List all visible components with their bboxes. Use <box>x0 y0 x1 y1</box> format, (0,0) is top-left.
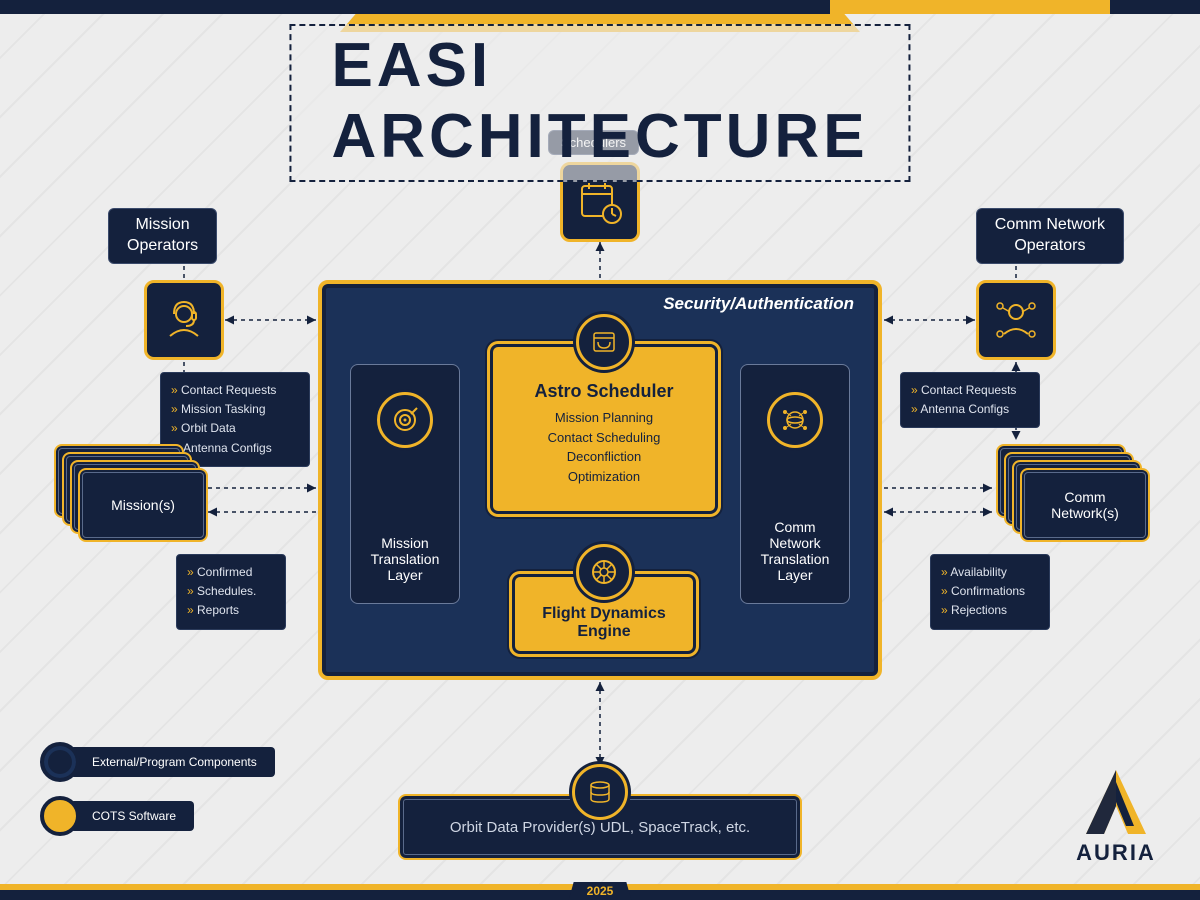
comm-operators-label: Comm Network Operators <box>976 208 1124 264</box>
missions-stack: Mission(s) <box>54 444 204 544</box>
operator-headset-icon <box>160 296 208 344</box>
network-operator-icon <box>992 296 1040 344</box>
mission-operators-icon-box <box>144 280 224 360</box>
astro-title: Astro Scheduler <box>493 381 715 402</box>
fde-title: Flight Dynamics Engine <box>542 605 666 641</box>
legend-label-cots: COTS Software <box>70 801 194 831</box>
right-annot-top: Contact Requests Antenna Configs <box>900 372 1040 428</box>
comm-tl-badge <box>767 392 823 448</box>
legend-row-external: External/Program Components <box>40 742 275 782</box>
annot-line: Contact Requests <box>911 381 1029 400</box>
right-annot-bottom: Availability Confirmations Rejections <box>930 554 1050 630</box>
target-icon <box>391 406 419 434</box>
stack-card-front: Mission(s) <box>78 468 208 542</box>
title-container: EASI ARCHITECTURE <box>289 24 910 182</box>
orbit-label: Orbit Data Provider(s) UDL, SpaceTrack, … <box>450 819 750 836</box>
annot-line: Availability <box>941 563 1039 582</box>
auria-logo-icon <box>1076 768 1156 838</box>
comm-networks-stack: Comm Network(s) <box>996 444 1146 544</box>
top-bar <box>0 0 1200 14</box>
annot-line: Rejections <box>941 601 1039 620</box>
mission-tl-label: Mission Translation Layer <box>371 535 440 583</box>
annot-line: Confirmed <box>187 563 275 582</box>
legend-row-cots: COTS Software <box>40 796 275 836</box>
network-globe-icon <box>781 406 809 434</box>
year-tag: 2025 <box>569 882 632 900</box>
legend: External/Program Components COTS Softwar… <box>40 742 275 850</box>
comm-tl-label: Comm Network Translation Layer <box>761 519 830 583</box>
fde-badge <box>576 544 632 600</box>
page-title: EASI ARCHITECTURE <box>331 30 868 172</box>
left-annot-bottom: Confirmed Schedules. Reports <box>176 554 286 630</box>
astro-badge <box>576 314 632 370</box>
annot-line: Reports <box>187 601 275 620</box>
security-title: Security/Authentication <box>663 294 854 314</box>
annot-line: Contact Requests <box>171 381 299 400</box>
annot-line: Orbit Data <box>171 419 299 438</box>
auria-brand-text: AURIA <box>1076 840 1156 866</box>
legend-label-external: External/Program Components <box>70 747 275 777</box>
annot-line: Schedules. <box>187 582 275 601</box>
calendar-phone-icon <box>590 328 618 356</box>
legend-swatch-navy <box>40 742 80 782</box>
mission-tl-badge <box>377 392 433 448</box>
top-bar-gold-segment <box>830 0 1110 14</box>
comm-operators-icon-box <box>976 280 1056 360</box>
database-icon <box>586 778 614 806</box>
calendar-clock-icon <box>576 178 624 226</box>
orbit-badge <box>572 764 628 820</box>
astro-lines: Mission Planning Contact Scheduling Deco… <box>493 408 715 486</box>
legend-swatch-gold <box>40 796 80 836</box>
annot-line: Antenna Configs <box>911 400 1029 419</box>
wheel-icon <box>590 558 618 586</box>
security-panel: Security/Authentication Mission Translat… <box>318 280 882 680</box>
stack-card-front: Comm Network(s) <box>1020 468 1150 542</box>
annot-line: Mission Tasking <box>171 400 299 419</box>
auria-logo: AURIA <box>1076 768 1156 866</box>
annot-line: Confirmations <box>941 582 1039 601</box>
mission-operators-label: Mission Operators <box>108 208 217 264</box>
